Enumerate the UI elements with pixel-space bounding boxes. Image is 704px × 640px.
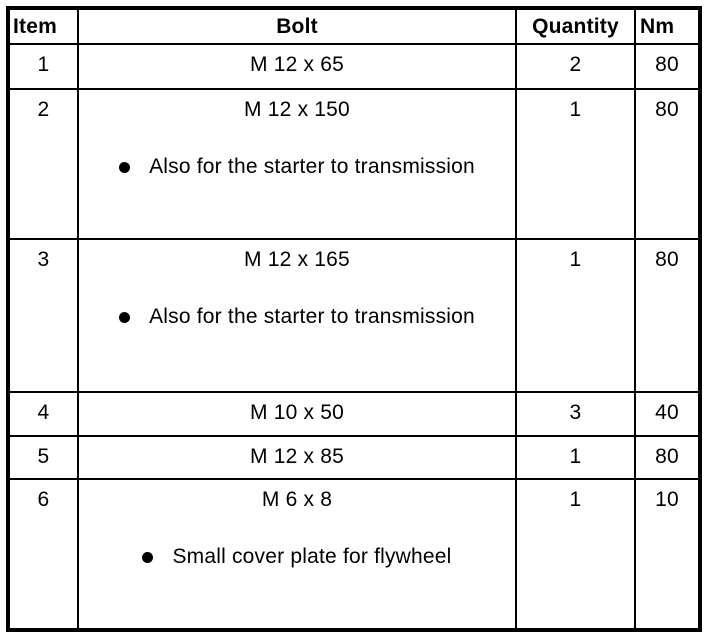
nm-cell: 80 — [634, 434, 701, 480]
nm-cell: 80 — [634, 237, 701, 394]
nm-cell: 40 — [634, 391, 701, 437]
bolt-torque-table: Item Bolt Quantity Nm 1 M 12 x 65 2 80 2… — [6, 6, 702, 632]
item-cell: 4 — [7, 391, 79, 437]
item-cell: 6 — [7, 477, 79, 632]
table-row: 3 M 12 x 165 Also for the starter to tra… — [7, 237, 701, 394]
note-text: Also for the starter to transmission — [149, 305, 475, 329]
nm-cell: 80 — [634, 43, 701, 90]
note-line: Small cover plate for flywheel — [80, 544, 514, 571]
bolt-size: M 12 x 85 — [249, 444, 344, 468]
table-row: 4 M 10 x 50 3 40 — [7, 391, 701, 437]
bolt-cell: M 12 x 150 Also for the starter to trans… — [77, 87, 517, 240]
note-text: Small cover plate for flywheel — [172, 545, 452, 569]
quantity-cell: 1 — [515, 237, 636, 394]
col-header-nm: Nm — [634, 7, 701, 45]
col-header-bolt: Bolt — [77, 7, 517, 45]
bolt-cell: M 12 x 165 Also for the starter to trans… — [77, 237, 517, 394]
quantity-cell: 3 — [515, 391, 636, 437]
table-row: 2 M 12 x 150 Also for the starter to tra… — [7, 87, 701, 240]
bolt-size: M 12 x 150 — [244, 97, 350, 121]
table-row: 5 M 12 x 85 1 80 — [7, 434, 701, 480]
quantity-cell: 2 — [515, 43, 636, 90]
note-line: Also for the starter to transmission — [80, 154, 514, 181]
item-cell: 5 — [7, 434, 79, 480]
bolt-cell: M 12 x 65 — [77, 43, 517, 90]
bullet-icon — [119, 311, 131, 323]
item-cell: 1 — [7, 43, 79, 90]
header-row: Item Bolt Quantity Nm — [7, 7, 701, 45]
nm-cell: 10 — [634, 477, 701, 632]
quantity-cell: 1 — [515, 477, 636, 632]
bolt-size: M 12 x 165 — [244, 247, 350, 271]
bolt-cell: M 10 x 50 — [77, 391, 517, 437]
quantity-cell: 1 — [515, 87, 636, 240]
table-row: 1 M 12 x 65 2 80 — [7, 43, 701, 90]
bolt-cell: M 12 x 85 — [77, 434, 517, 480]
bolt-size: M 10 x 50 — [249, 401, 344, 425]
col-header-quantity: Quantity — [515, 7, 636, 45]
bolt-cell: M 6 x 8 Small cover plate for flywheel — [77, 477, 517, 632]
col-header-item: Item — [7, 7, 79, 45]
note-text: Also for the starter to transmission — [149, 155, 475, 179]
bolt-size: M 12 x 65 — [249, 53, 344, 76]
bullet-icon — [142, 551, 154, 563]
item-cell: 2 — [7, 87, 79, 240]
quantity-cell: 1 — [515, 434, 636, 480]
nm-cell: 80 — [634, 87, 701, 240]
table-row: 6 M 6 x 8 Small cover plate for flywheel… — [7, 477, 701, 632]
item-cell: 3 — [7, 237, 79, 394]
note-line: Also for the starter to transmission — [80, 304, 514, 331]
bullet-icon — [119, 161, 131, 173]
bolt-size: M 6 x 8 — [261, 487, 333, 511]
